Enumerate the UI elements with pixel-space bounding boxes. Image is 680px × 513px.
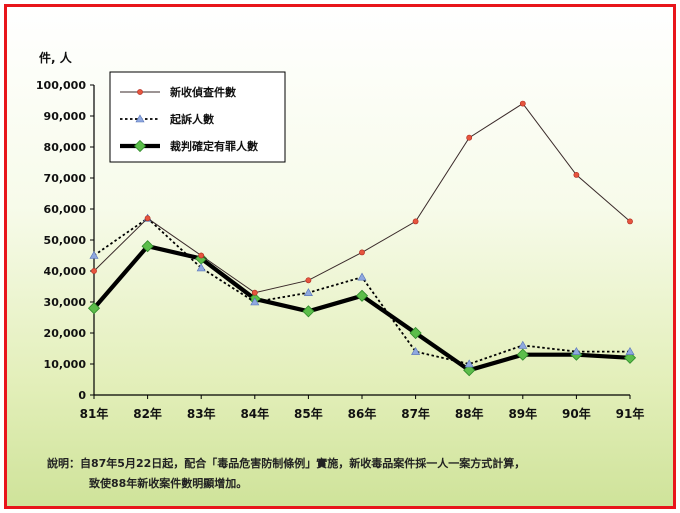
data-point: [87, 302, 101, 315]
y-axis-label: 件, 人: [39, 50, 73, 65]
axes: 0 10,000 20,000 30,000 40,000 50,000 60,000 70,…: [36, 50, 644, 421]
data-point: [250, 297, 260, 306]
y-tick-label: 90,000: [44, 110, 87, 123]
footnote-line-1: 說明：自87年5月22日起，配合「毒品危害防制條例」實施，新收毒品案件採一人一案…: [47, 457, 526, 470]
x-tick-label: 84年: [240, 406, 269, 421]
data-point: [91, 268, 97, 274]
data-point: [571, 346, 581, 355]
data-point: [198, 252, 205, 259]
data-point: [573, 171, 580, 178]
legend-marker: [135, 114, 145, 123]
legend-marker: [133, 139, 147, 153]
x-tick-label: 81年: [80, 406, 109, 421]
y-tick-label: 70,000: [44, 172, 87, 185]
footnote: 說明：自87年5月22日起，配合「毒品危害防制條例」實施，新收毒品案件採一人一案…: [47, 454, 647, 494]
series-1: [91, 100, 633, 296]
data-point: [411, 346, 421, 355]
data-point: [627, 218, 633, 225]
legend-marker: [137, 89, 143, 95]
series-3: [87, 240, 637, 377]
y-tick-label: 60,000: [44, 203, 87, 216]
x-tick-label: 85年: [294, 406, 323, 421]
data-point: [464, 359, 474, 368]
data-point: [302, 305, 315, 318]
data-point: [89, 250, 99, 259]
data-point: [141, 240, 154, 253]
legend-entry-3: 裁判確定有罪人數: [120, 139, 258, 153]
data-point: [305, 277, 312, 284]
y-tick-label: 20,000: [44, 327, 87, 340]
footnote-line-2: 致使88年新收案件數明顯增加。: [89, 477, 248, 490]
y-tick-label: 10,000: [44, 358, 87, 371]
chart-frame: 0 10,000 20,000 30,000 40,000 50,000 60,000 70,…: [4, 4, 676, 509]
legend-label: 起訴人數: [169, 112, 214, 126]
data-point: [303, 288, 313, 296]
legend-entry-2: 起訴人數: [120, 112, 214, 126]
legend-entry-1: 新收偵查件數: [120, 85, 236, 99]
data-point: [463, 364, 476, 377]
legend-label: 新收偵查件數: [170, 85, 236, 99]
y-tick-label: 80,000: [44, 141, 87, 154]
series-line-3: [92, 244, 631, 373]
data-point: [412, 218, 419, 225]
x-tick-label: 86年: [348, 406, 377, 421]
data-point: [251, 289, 258, 296]
data-point: [196, 263, 206, 272]
y-tick-label: 30,000: [44, 296, 87, 309]
data-point: [359, 249, 365, 256]
data-point: [357, 272, 367, 281]
data-point: [355, 289, 369, 302]
x-tick-label: 90年: [562, 406, 591, 421]
data-point: [518, 340, 528, 349]
legend-label: 裁判確定有罪人數: [170, 139, 258, 153]
x-tick-label: 87年: [401, 406, 430, 421]
data-point: [144, 215, 151, 222]
y-tick-label: 50,000: [44, 234, 87, 247]
x-tick-label: 91年: [616, 406, 645, 421]
data-point: [625, 346, 635, 355]
data-point: [516, 348, 529, 361]
line-chart: 0 10,000 20,000 30,000 40,000 50,000 60,000 70,…: [36, 50, 644, 421]
data-point: [466, 134, 473, 141]
x-tick-label: 82年: [133, 406, 162, 421]
y-tick-label: 100,000: [36, 79, 86, 92]
x-tick-label: 88年: [455, 406, 484, 421]
data-point: [623, 351, 637, 364]
y-tick-label: 0: [78, 389, 86, 402]
series-layer: [87, 100, 637, 377]
x-tick-label: 89年: [508, 406, 537, 421]
data-point: [409, 326, 422, 340]
x-tick-label: 83年: [187, 406, 216, 421]
data-point: [519, 100, 526, 107]
y-tick-label: 40,000: [44, 265, 87, 278]
